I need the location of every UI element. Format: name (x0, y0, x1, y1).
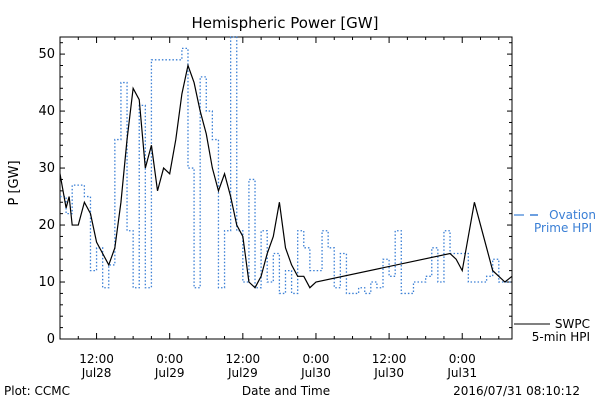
x-tick-time-label: 12:00 (79, 352, 114, 366)
legend-ovation-label-line1: Ovation (549, 208, 596, 222)
y-axis-label: P [GW] (7, 160, 22, 205)
x-tick-date-label: Jul30 (373, 366, 404, 380)
x-tick-time-label: 0:00 (302, 352, 329, 366)
legend-swpc-label-line2: 5-min HPI (532, 330, 590, 344)
y-tick-label: 30 (38, 161, 55, 176)
x-tick-time-label: 0:00 (449, 352, 476, 366)
x-axis: 12:00Jul280:00Jul2912:00Jul290:00Jul3012… (59, 37, 500, 380)
y-tick-label: 40 (38, 104, 55, 119)
chart-title: Hemispheric Power [GW] (192, 14, 379, 32)
x-tick-date-label: Jul30 (300, 366, 331, 380)
plot-timestamp: 2016/07/31 08:10:12 (453, 384, 580, 398)
x-tick-date-label: Jul29 (154, 366, 185, 380)
legend-ovation-label-line2: Prime HPI (534, 221, 592, 235)
series-layer (59, 36, 513, 295)
legend-swpc-label-line1: SWPC (555, 317, 590, 331)
y-tick-label: 10 (38, 275, 55, 290)
x-axis-label: Date and Time (242, 384, 330, 398)
y-tick-label: 50 (38, 47, 55, 62)
x-tick-time-label: 12:00 (226, 352, 261, 366)
plot-credit: Plot: CCMC (4, 384, 70, 398)
x-tick-time-label: 0:00 (156, 352, 183, 366)
x-tick-time-label: 12:00 (372, 352, 407, 366)
y-tick-label: 20 (38, 218, 55, 233)
y-axis: 0 10 20 30 40 50 (38, 42, 512, 347)
series-swpc-line (59, 63, 513, 289)
x-tick-date-label: Jul29 (227, 366, 258, 380)
plot-frame (59, 36, 513, 340)
y-tick-label: 0 (47, 332, 55, 347)
x-tick-date-label: Jul28 (81, 366, 112, 380)
x-tick-date-label: Jul31 (446, 366, 477, 380)
